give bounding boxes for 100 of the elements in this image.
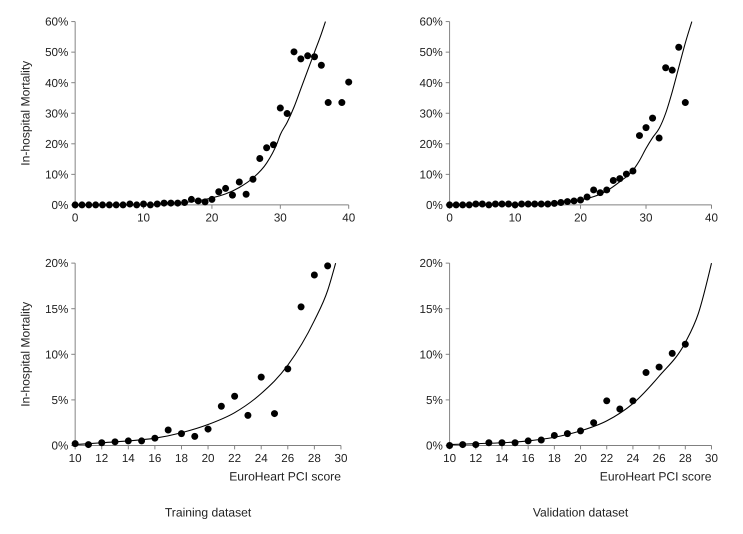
point — [276, 104, 284, 112]
x-tick-label: 20 — [574, 211, 588, 224]
x-tick-label: 22 — [228, 452, 242, 465]
x-tick-label: 26 — [281, 452, 294, 465]
point — [610, 176, 617, 184]
x-tick-label: 22 — [600, 452, 614, 465]
x-tick-label: 10 — [443, 452, 457, 465]
y-tick-label: 20% — [45, 257, 68, 270]
y-tick-label: 60% — [45, 16, 68, 29]
y-tick-label: 0% — [426, 440, 443, 453]
point — [338, 99, 346, 106]
point — [242, 190, 250, 198]
y-tick-label: 0% — [52, 198, 68, 212]
x-tick-label: 12 — [95, 452, 108, 465]
x-tick-label: 28 — [678, 452, 692, 465]
point — [310, 271, 318, 278]
y-tick-label: 20% — [45, 138, 68, 151]
x-tick-label: 18 — [175, 452, 188, 465]
x-tick-label: 26 — [652, 452, 666, 465]
point — [662, 64, 670, 72]
x-tick-label: 20 — [202, 452, 216, 465]
point — [668, 66, 676, 74]
point — [297, 55, 304, 62]
y-tick-label: 10% — [420, 348, 443, 362]
y-tick-label: 20% — [420, 257, 443, 270]
x-tick-label: 40 — [705, 211, 718, 224]
point — [215, 188, 222, 196]
point — [636, 132, 643, 140]
point — [263, 144, 270, 152]
y-tick-label: 5% — [426, 394, 443, 407]
x-axis-title: EuroHeart PCI score — [229, 469, 342, 484]
y-tick-label: 60% — [420, 16, 443, 29]
point — [298, 303, 305, 310]
x-tick-label: 30 — [640, 211, 654, 224]
point — [642, 369, 650, 376]
point — [164, 426, 172, 434]
y-tick-label: 40% — [45, 76, 68, 90]
y-axis-title: In-hospital Mortality — [18, 300, 33, 407]
x-tick-label: 10 — [137, 211, 151, 224]
point — [656, 134, 663, 142]
x-tick-label: 30 — [705, 452, 718, 465]
point — [218, 402, 225, 410]
y-tick-label: 30% — [420, 107, 443, 120]
y-axis-title: In-hospital Mortality — [18, 60, 33, 166]
x-tick-label: 30 — [274, 211, 288, 224]
text: Validation dataset — [532, 505, 629, 520]
x-tick-label: 10 — [68, 452, 82, 465]
x-tick-label: 20 — [205, 211, 219, 224]
y-tick-label: 50% — [420, 46, 443, 60]
x-tick-label: 0 — [72, 211, 79, 224]
point — [284, 110, 291, 118]
x-tick-label: 20 — [574, 452, 588, 465]
point — [590, 186, 598, 194]
point — [616, 406, 624, 413]
point — [256, 154, 264, 162]
x-axis-title: EuroHeart PCI score — [600, 469, 712, 484]
x-tick-label: 0 — [446, 211, 454, 224]
y-tick-label: 0% — [426, 198, 443, 212]
x-tick-label: 24 — [254, 452, 268, 465]
text: Training dataset — [164, 505, 252, 520]
y-tick-label: 15% — [45, 302, 68, 316]
point — [642, 124, 650, 132]
point — [290, 48, 298, 56]
point — [258, 374, 265, 381]
point — [675, 44, 682, 51]
point — [222, 184, 230, 192]
x-tick-label: 10 — [508, 211, 522, 224]
x-tick-label: 40 — [342, 211, 356, 224]
point — [649, 114, 656, 122]
point — [304, 52, 312, 60]
point — [191, 432, 198, 440]
point — [318, 62, 325, 69]
x-tick-label: 18 — [548, 452, 561, 465]
y-tick-label: 15% — [420, 302, 443, 316]
y-tick-label: 10% — [420, 168, 443, 182]
point — [603, 397, 610, 404]
point — [668, 350, 676, 357]
x-tick-label: 16 — [148, 452, 162, 465]
x-tick-label: 28 — [308, 452, 321, 465]
point — [324, 262, 332, 270]
point — [236, 178, 243, 186]
y-tick-label: 40% — [420, 76, 443, 90]
point — [204, 426, 212, 433]
x-tick-label: 14 — [496, 452, 509, 465]
x-tick-label: 14 — [122, 452, 136, 465]
x-tick-label: 30 — [334, 452, 348, 465]
point — [324, 99, 332, 106]
y-tick-label: 5% — [52, 394, 68, 407]
point — [345, 78, 352, 86]
x-tick-label: 12 — [469, 452, 482, 465]
y-tick-label: 10% — [45, 168, 68, 182]
y-tick-label: 30% — [45, 107, 68, 120]
y-tick-label: 20% — [420, 138, 443, 151]
point — [231, 392, 238, 400]
y-tick-label: 50% — [45, 46, 68, 60]
point — [682, 99, 689, 106]
point — [590, 419, 598, 426]
x-tick-label: 24 — [626, 452, 640, 465]
point — [228, 192, 236, 199]
y-tick-label: 0% — [52, 440, 68, 453]
